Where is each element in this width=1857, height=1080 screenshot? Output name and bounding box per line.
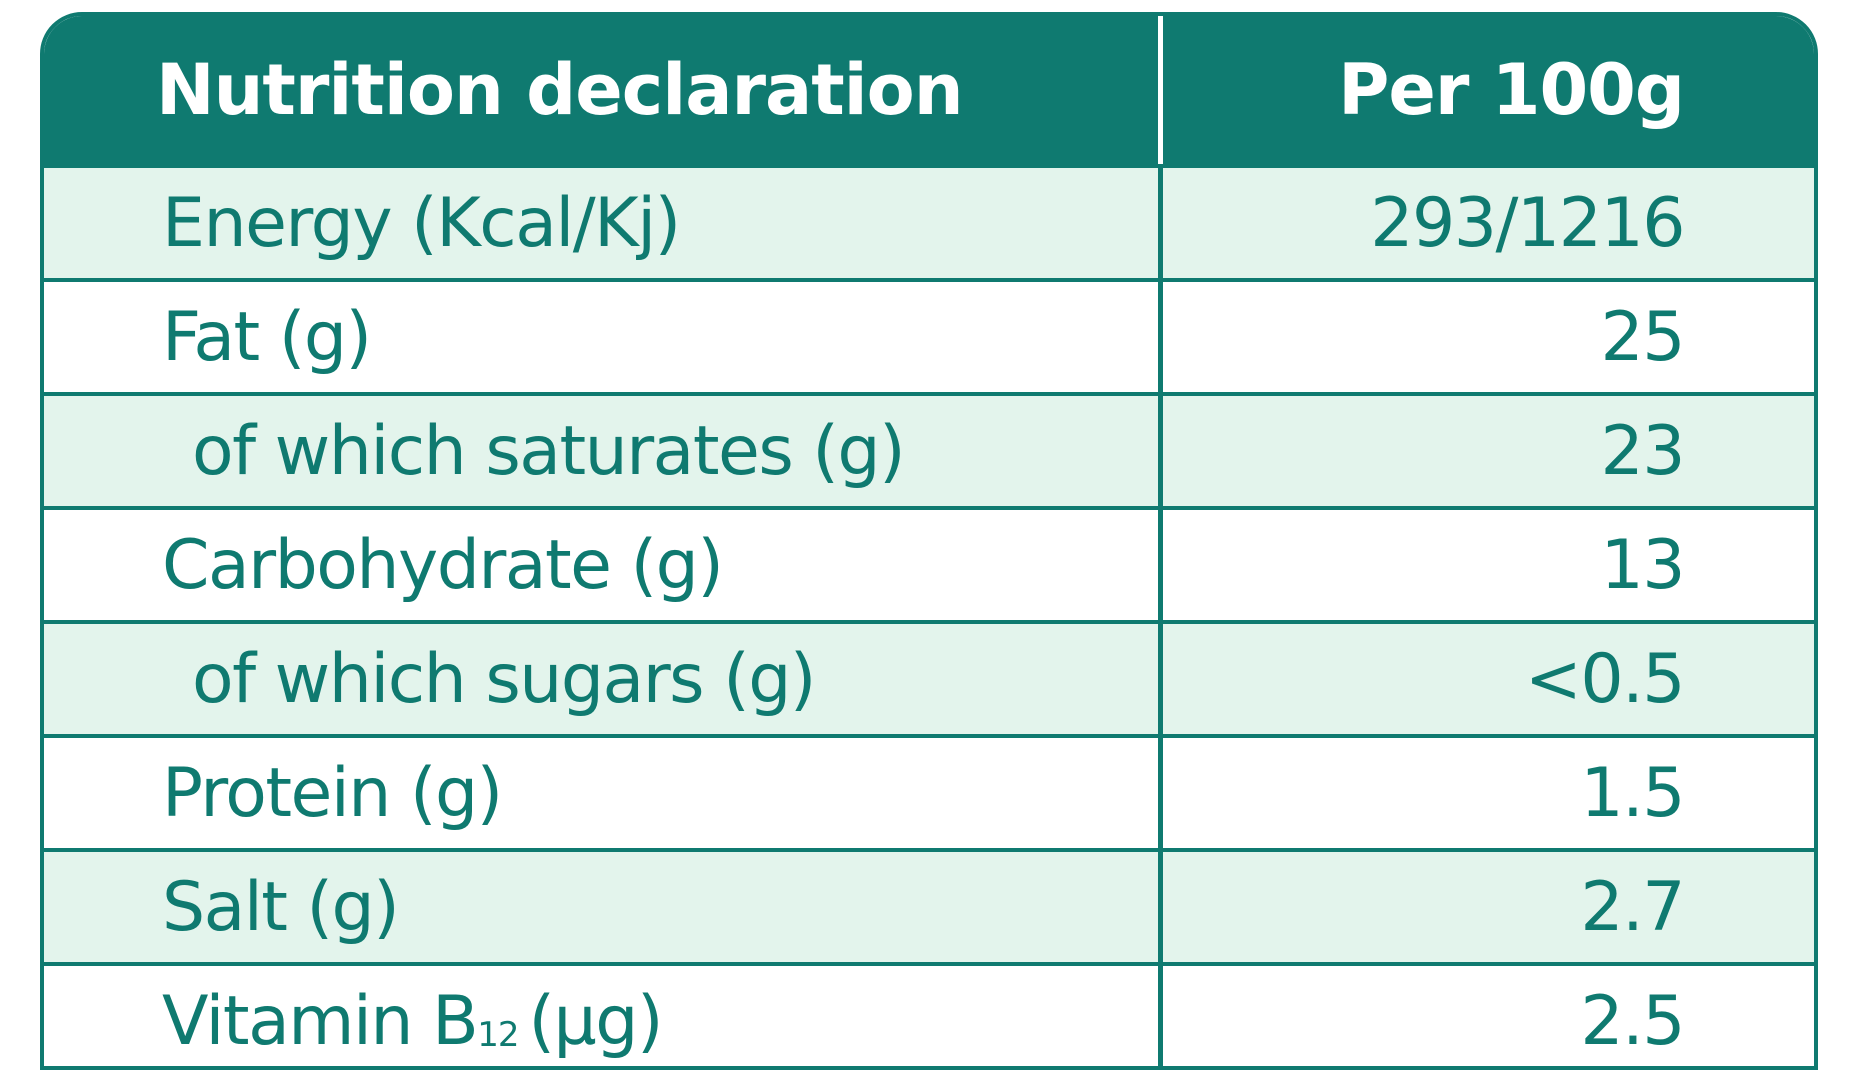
row-value: 2.7 [1580, 867, 1685, 947]
table-row-saturates: of which saturates (g) 23 [44, 392, 1814, 506]
row-label-main: Vitamin B [162, 981, 479, 1061]
table-row-sugars: of which sugars (g) <0.5 [44, 620, 1814, 734]
row-value: 1.5 [1580, 753, 1685, 833]
nutrition-table: Nutrition declaration Per 100g Energy (K… [40, 12, 1818, 1070]
header-label: Nutrition declaration [156, 49, 964, 131]
table-row-vitamin-b12: Vitamin B 12 (µg) 2.5 [44, 962, 1814, 1066]
row-value: 2.5 [1580, 981, 1685, 1061]
column-divider [1158, 168, 1163, 278]
column-divider [1158, 738, 1163, 848]
table-row-salt: Salt (g) 2.7 [44, 848, 1814, 962]
table-row-energy: Energy (Kcal/Kj) 293/1216 [44, 164, 1814, 278]
row-label-unit: (µg) [528, 981, 664, 1061]
table-row-fat: Fat (g) 25 [44, 278, 1814, 392]
column-divider [1158, 966, 1163, 1066]
row-label: Protein (g) [162, 753, 503, 833]
row-label: Salt (g) [162, 867, 400, 947]
table-row-carbohydrate: Carbohydrate (g) 13 [44, 506, 1814, 620]
column-divider [1158, 16, 1163, 164]
header-value: Per 100g [1338, 49, 1685, 131]
column-divider [1158, 852, 1163, 962]
row-value: 13 [1600, 525, 1685, 605]
row-label: Vitamin B 12 (µg) [44, 966, 1158, 1066]
table-header: Nutrition declaration Per 100g [44, 16, 1814, 164]
row-label: of which saturates (g) [192, 411, 906, 491]
row-value: 293/1216 [1370, 183, 1685, 263]
row-label: Energy (Kcal/Kj) [162, 183, 681, 263]
table-row-protein: Protein (g) 1.5 [44, 734, 1814, 848]
row-label-subscript: 12 [477, 1015, 519, 1055]
column-divider [1158, 510, 1163, 620]
row-label: of which sugars (g) [192, 639, 816, 719]
row-value: 25 [1600, 297, 1685, 377]
row-value: <0.5 [1524, 639, 1686, 719]
column-divider [1158, 282, 1163, 392]
column-divider [1158, 396, 1163, 506]
row-label: Fat (g) [162, 297, 372, 377]
row-value: 23 [1600, 411, 1685, 491]
row-label: Carbohydrate (g) [162, 525, 724, 605]
column-divider [1158, 624, 1163, 734]
